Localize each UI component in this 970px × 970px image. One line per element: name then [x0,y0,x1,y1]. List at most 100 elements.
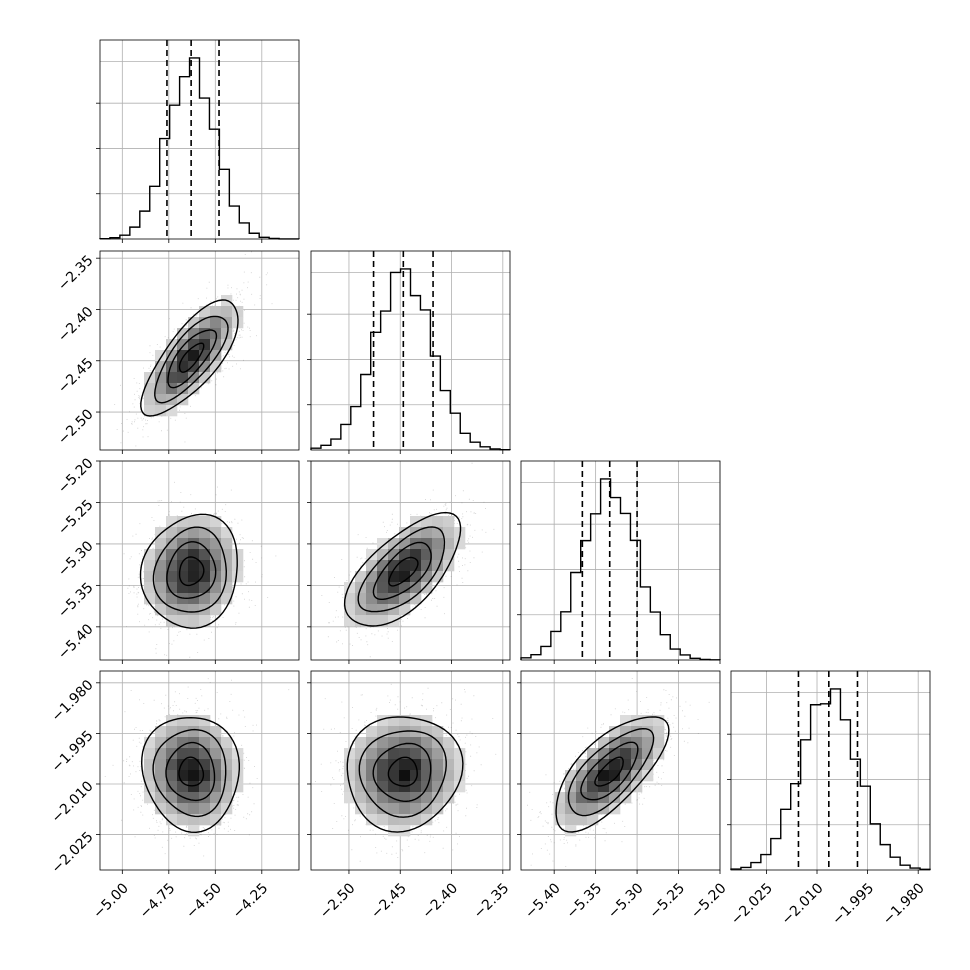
density-cell [421,571,433,583]
panel-frame [99,460,300,661]
histogram-panel-4 [727,670,931,874]
density-cell [410,527,422,539]
density-cell [344,604,356,616]
density-cell [355,803,367,815]
contour-level [166,541,217,600]
density-cell [421,814,433,826]
density-cell [155,394,167,406]
density-cell [155,781,167,793]
density-cell [598,781,610,793]
density-cell [199,582,211,594]
contour-level [139,513,238,629]
density-cell [421,770,433,782]
density-cell [432,748,444,760]
density-cell [188,582,200,594]
density-cell [144,759,156,771]
density-cell [620,781,632,793]
x-tick-label: −4.75 [137,880,179,922]
density-cell [166,350,178,362]
density-cell [388,748,400,760]
density-cell [210,604,222,616]
density-cell [199,350,211,362]
density-cell [199,571,211,583]
density-cell [377,759,389,771]
density-cell [598,748,610,760]
density-cell [221,339,233,351]
density-cell [166,781,178,793]
density-cell [355,781,367,793]
density-cell [410,737,422,749]
density-cell [155,748,167,760]
x-tick-label: −5.30 [605,880,647,922]
density-cell [166,615,178,627]
density-cell [388,549,400,561]
histogram-bars [730,688,931,871]
density-cell [410,715,422,727]
y-tick-label: −2.025 [49,829,97,877]
density-cell [188,350,200,362]
density-cell [210,803,222,815]
density-cell [576,759,588,771]
density-cell [399,770,411,782]
density-cell [188,317,200,329]
density-cell [366,615,378,627]
density-cell [166,549,178,561]
x-tick-label: −2.35 [471,880,513,922]
density-cell [177,328,189,340]
histogram-bars [520,478,721,661]
density-cell [642,726,654,738]
density-cell [232,759,244,771]
y-tick-label: −5.20 [55,455,97,497]
contour-level [140,299,239,417]
density-cell [587,792,599,804]
density-cell [377,770,389,782]
density-cell [166,538,178,550]
density-cell [410,803,422,815]
density-cell [443,516,455,528]
density-cell [443,792,455,804]
contour-level [387,756,418,787]
density-cell [166,372,178,384]
density-cell [421,759,433,771]
density-cell [210,792,222,804]
density-cell [144,383,156,395]
y-tick-label: −2.35 [55,253,97,295]
density-cell [188,770,200,782]
density-cell [210,814,222,826]
contour-level [372,742,432,803]
density-cell [366,560,378,572]
density-cell [576,770,588,782]
density-cell [421,792,433,804]
density-cell [221,560,233,572]
density-cell [355,770,367,782]
density-cell [576,814,588,826]
contour-level [388,556,419,587]
density-cell [410,582,422,594]
density-cell [355,593,367,605]
density-cell [155,582,167,594]
density-cell [642,748,654,760]
density-cell [210,582,222,594]
density-cell [587,748,599,760]
density-cell [177,394,189,406]
contour-level [178,342,205,373]
density-cell [653,748,665,760]
panel-frame [310,670,511,871]
density-cell [642,770,654,782]
density-cell [344,748,356,760]
density-cell [199,715,211,727]
density-cell [642,715,654,727]
density-cell [432,770,444,782]
density-cell [609,726,621,738]
density-cell [210,538,222,550]
density-cell [177,615,189,627]
density-cell [188,759,200,771]
density-cell [653,737,665,749]
density-cell [377,715,389,727]
x-tick-label: −2.45 [368,880,410,922]
density-cell [432,759,444,771]
panel-frame [99,670,300,871]
density-cell [144,582,156,594]
density-cell [421,582,433,594]
panel-frame [99,250,300,451]
